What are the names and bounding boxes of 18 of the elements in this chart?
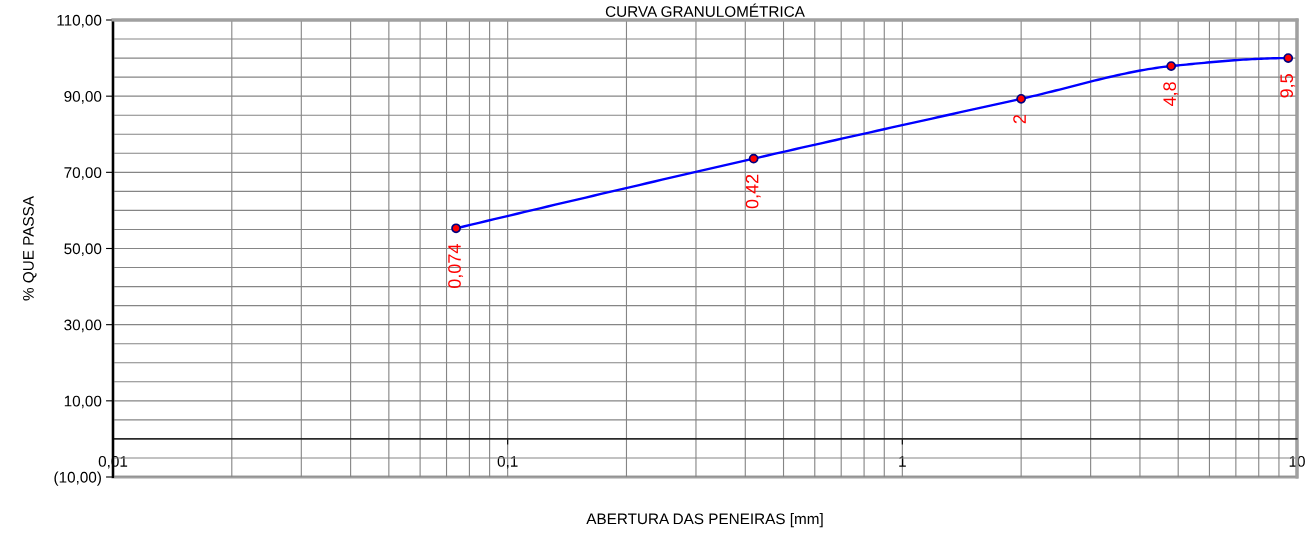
y-axis-title: % QUE PASSA xyxy=(22,196,37,301)
y-tick-label: 30,00 xyxy=(64,319,102,333)
x-tick-label: 1 xyxy=(899,456,906,467)
annotation: 9,5 xyxy=(1280,74,1296,98)
annotation: 2 xyxy=(1013,115,1026,124)
y-tick-label: 70,00 xyxy=(64,167,102,180)
chart-title: CURVA GRANULOMÉTRICA xyxy=(605,3,805,17)
annotation: 4,8 xyxy=(1163,82,1179,107)
x-tick-label: 10 xyxy=(1289,455,1305,467)
y-tick-label: 90,00 xyxy=(64,91,102,104)
y-tick-label: 110,00 xyxy=(57,14,102,28)
annotation: 0,42 xyxy=(745,174,761,209)
x-axis-title: ABERTURA DAS PENEIRAS [mm] xyxy=(586,513,823,528)
y-tick-label: (10,00) xyxy=(54,471,101,486)
y-tick-label: 10,00 xyxy=(64,395,102,409)
y-tick-label: 50,00 xyxy=(64,243,102,256)
x-tick-label: 0,1 xyxy=(497,455,518,469)
annotation: 0,074 xyxy=(448,244,464,289)
